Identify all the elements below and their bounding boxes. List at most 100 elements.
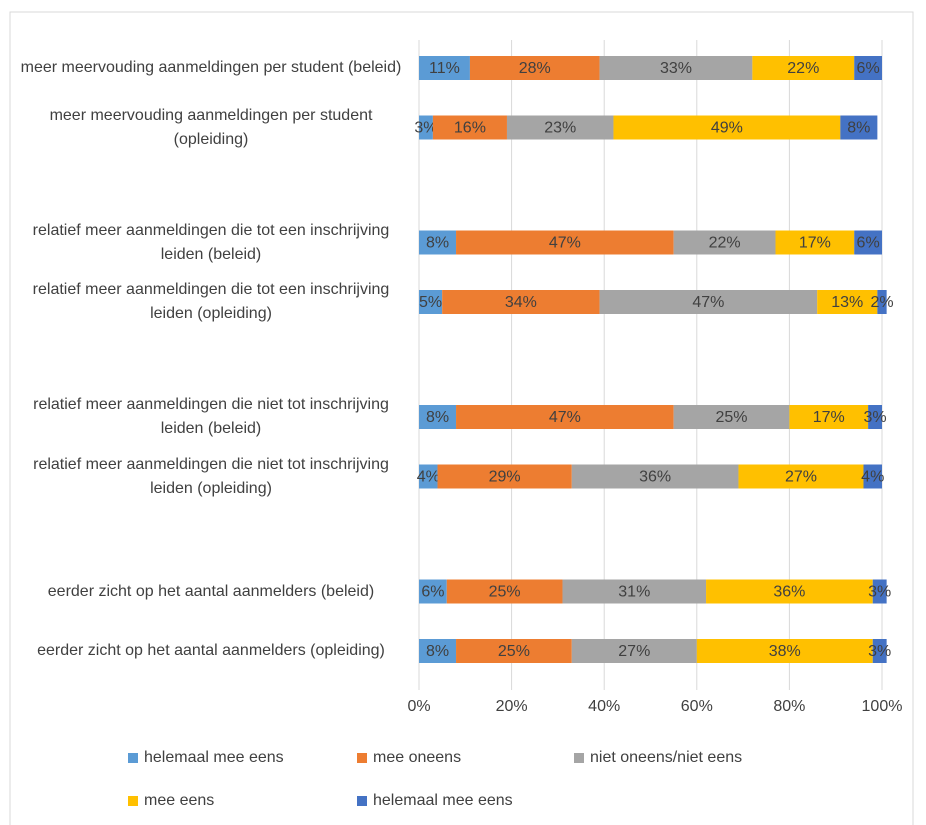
x-tick-label: 0% xyxy=(407,698,430,715)
bar-segment xyxy=(872,639,887,663)
bar-segment xyxy=(752,56,855,80)
data-label: 3% xyxy=(868,584,891,601)
bar-segment xyxy=(419,290,443,314)
legend-label: helemaal mee eens xyxy=(144,749,284,766)
data-label: 8% xyxy=(426,643,449,660)
category-label: relatief meer aanmeldingen die tot een i… xyxy=(32,281,390,322)
data-label: 4% xyxy=(417,469,440,486)
x-tick-label: 60% xyxy=(681,698,713,715)
bar-segment xyxy=(419,579,447,604)
x-tick-label: 40% xyxy=(588,698,620,715)
x-tick-label: 80% xyxy=(773,698,805,715)
bar-segment xyxy=(456,639,572,663)
data-label: 8% xyxy=(426,235,449,252)
data-label: 5% xyxy=(419,294,442,311)
bar-segment xyxy=(562,579,707,604)
data-label: 3% xyxy=(863,409,886,426)
data-label: 36% xyxy=(773,584,805,601)
legend-swatch xyxy=(128,753,138,763)
category-label: eerder zicht op het aantal aanmelders (b… xyxy=(47,582,375,600)
category-label: relatief meer aanmeldingen die niet tot … xyxy=(33,455,389,497)
bar-segment xyxy=(456,230,674,255)
data-label: 6% xyxy=(421,584,444,601)
bar-segment xyxy=(442,290,600,314)
legend-label: mee oneens xyxy=(373,749,461,766)
legend-label: mee eens xyxy=(144,792,214,809)
data-label: 17% xyxy=(799,235,831,252)
bar-segment xyxy=(854,56,882,80)
data-label: 23% xyxy=(544,120,576,137)
bar-segment xyxy=(469,56,600,80)
bar-segment xyxy=(456,405,674,429)
bar-segment xyxy=(446,579,563,604)
bar-segment xyxy=(599,56,753,80)
data-label: 27% xyxy=(618,643,650,660)
data-label: 28% xyxy=(519,60,551,77)
bar-segment xyxy=(432,115,507,140)
bar-segment xyxy=(877,290,887,314)
legend-swatch xyxy=(357,796,367,806)
bar-segment xyxy=(419,56,470,80)
data-label: 11% xyxy=(429,60,460,77)
data-label: 6% xyxy=(857,235,880,252)
legend-label: helemaal mee eens xyxy=(373,792,513,809)
category-label: meer meervouding aanmeldingen per studen… xyxy=(49,106,373,148)
bar-segment xyxy=(571,464,739,489)
bar-segment xyxy=(437,464,572,489)
data-label: 38% xyxy=(769,643,801,660)
data-label: 8% xyxy=(426,409,449,426)
data-label: 16% xyxy=(454,120,486,137)
category-label: meer meervouding aanmeldingen per studen… xyxy=(20,59,402,76)
data-label: 25% xyxy=(489,584,521,601)
bar-segment xyxy=(419,230,457,255)
bar-segment xyxy=(673,405,790,429)
bar-segment xyxy=(854,230,882,255)
data-label: 47% xyxy=(549,235,581,252)
data-label: 8% xyxy=(847,120,870,137)
bar-segment xyxy=(419,405,457,429)
bar-segment xyxy=(696,639,873,663)
legend-swatch xyxy=(357,753,367,763)
data-label: 3% xyxy=(868,643,891,660)
bar-segment xyxy=(571,639,697,663)
x-tick-label: 100% xyxy=(862,698,903,715)
data-label: 36% xyxy=(639,469,671,486)
data-label: 27% xyxy=(785,469,817,486)
bar-segment xyxy=(506,115,614,140)
bar-segment xyxy=(419,115,433,140)
bar-segment xyxy=(868,405,882,429)
data-label: 34% xyxy=(505,294,537,311)
chart-border xyxy=(9,11,914,825)
data-label: 2% xyxy=(870,294,893,311)
data-label: 13% xyxy=(831,294,863,311)
bar-segment xyxy=(419,464,438,489)
bar-segment xyxy=(673,230,776,255)
bar-segment xyxy=(419,639,457,663)
bar-segment xyxy=(817,290,878,314)
data-label: 25% xyxy=(498,643,530,660)
bar-segment xyxy=(775,230,855,255)
data-label: 49% xyxy=(711,120,743,137)
bar-segment xyxy=(840,115,878,140)
data-label: 47% xyxy=(549,409,581,426)
data-label: 29% xyxy=(489,469,521,486)
bar-segment xyxy=(863,464,882,489)
bar-segment xyxy=(738,464,864,489)
bar-segment xyxy=(789,405,869,429)
data-label: 17% xyxy=(813,409,845,426)
data-label: 22% xyxy=(709,235,741,252)
category-label: relatief meer aanmeldingen die tot een i… xyxy=(32,221,390,263)
bar-segment xyxy=(613,115,841,140)
data-label: 25% xyxy=(716,409,748,426)
bar-segment xyxy=(872,579,887,604)
x-tick-label: 20% xyxy=(496,698,528,715)
data-label: 6% xyxy=(857,60,880,77)
data-label: 31% xyxy=(618,584,650,601)
bar-segment xyxy=(599,290,818,314)
legend-label: niet oneens/niet eens xyxy=(590,749,742,766)
bar-segment xyxy=(706,579,873,604)
category-label: relatief meer aanmeldingen die niet tot … xyxy=(33,396,389,437)
data-label: 47% xyxy=(692,294,724,311)
